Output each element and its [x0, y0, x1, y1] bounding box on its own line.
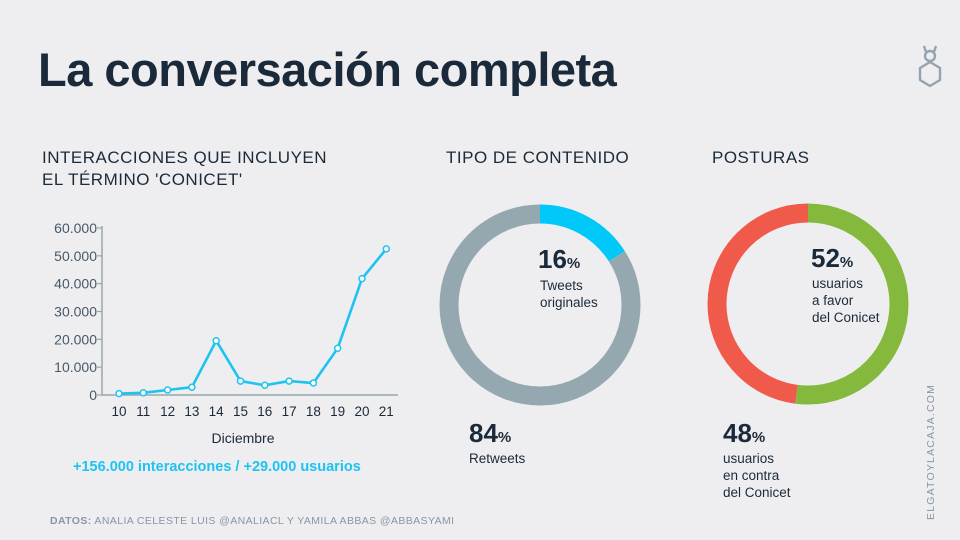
- retweets-value: 84: [469, 418, 498, 448]
- cat-box-icon: [918, 45, 942, 88]
- against-label-line2: en contra: [723, 468, 780, 483]
- favor-unit: %: [839, 254, 854, 271]
- interactions-series-line: [118, 248, 388, 395]
- interactions-section-title: INTERACCIONES QUE INCLUYEN EL TÉRMINO 'C…: [42, 147, 372, 191]
- favor-label-line1: usuarios: [812, 276, 864, 291]
- retweets-label-line1: Retweets: [469, 451, 526, 466]
- original-tweets-label: Tweets originales: [540, 277, 598, 311]
- content-type-donut: [439, 204, 641, 406]
- data-point: [212, 336, 220, 345]
- original-tweets-label-line1: Tweets: [540, 278, 583, 293]
- interactions-line-chart: 0 10.000 20.000 30.000 40.000 50.000 60.000 10 1…: [54, 220, 398, 446]
- x-tick-label: 19: [330, 404, 345, 419]
- against-label: usuarios en contra del Conicet: [723, 450, 791, 501]
- data-point: [358, 274, 366, 283]
- x-tick-label: 20: [354, 404, 369, 419]
- content-type-section-title: TIPO DE CONTENIDO: [446, 148, 630, 167]
- content-type-slice-1: [439, 204, 641, 406]
- y-tick-label: 20.000: [54, 331, 97, 347]
- y-tick-label: 30.000: [54, 304, 97, 320]
- x-tick-label: 13: [184, 404, 199, 419]
- x-tick-label: 12: [160, 404, 175, 419]
- x-tick-label: 11: [136, 404, 150, 419]
- favor-label-line3: del Conicet: [812, 310, 880, 325]
- favor-value: 52: [811, 243, 840, 273]
- favor-percent: 52%: [811, 243, 853, 274]
- retweets-unit: %: [497, 429, 512, 446]
- retweets-percent: 84%: [469, 418, 511, 449]
- x-tick-label: 18: [306, 404, 321, 419]
- against-percent: 48%: [723, 418, 765, 449]
- site-url: ELGATOYLACAJA.COM: [925, 383, 937, 520]
- data-point: [382, 245, 391, 253]
- stances-donut: [707, 203, 909, 405]
- retweets-label: Retweets: [469, 450, 525, 467]
- data-point: [309, 379, 318, 387]
- against-unit: %: [751, 429, 766, 446]
- x-tick-label: 21: [379, 404, 394, 419]
- data-point: [333, 344, 342, 352]
- x-tick-label: 16: [257, 404, 272, 419]
- against-value: 48: [723, 418, 752, 448]
- y-tick-label: 60.000: [54, 220, 97, 236]
- data-point: [285, 377, 293, 385]
- interactions-title-line1: INTERACCIONES QUE INCLUYEN: [42, 148, 328, 167]
- against-label-line1: usuarios: [723, 451, 775, 466]
- x-tick-label: 14: [209, 404, 225, 419]
- y-tick-label: 10.000: [54, 359, 97, 375]
- stances-section-title: POSTURAS: [712, 148, 810, 167]
- data-credits-text: ANALIA CELESTE LUIS @ANALIACL Y YAMILA A…: [91, 515, 455, 527]
- page-title: La conversación completa: [38, 43, 617, 96]
- data-point: [261, 381, 269, 390]
- original-tweets-value: 16: [538, 244, 567, 274]
- x-tick-label: 17: [282, 404, 297, 419]
- x-axis-label: Diciembre: [211, 430, 274, 446]
- data-point: [139, 389, 148, 397]
- original-tweets-percent: 16%: [538, 244, 580, 275]
- y-tick-label: 40.000: [54, 276, 97, 292]
- data-credits: DATOS: ANALIA CELESTE LUIS @ANALIACL Y Y…: [50, 515, 454, 527]
- data-point: [163, 386, 172, 394]
- y-tick-label: 0: [89, 387, 97, 403]
- data-point: [188, 383, 196, 391]
- data-credits-label: DATOS:: [50, 515, 92, 527]
- y-tick-label: 50.000: [54, 248, 97, 264]
- data-point: [236, 377, 245, 385]
- stances-slice-1: [707, 203, 909, 405]
- original-tweets-unit: %: [566, 255, 581, 272]
- original-tweets-label-line2: originales: [540, 295, 598, 310]
- favor-label: usuarios a favor del Conicet: [812, 275, 880, 326]
- x-tick-label: 10: [111, 404, 126, 419]
- favor-label-line2: a favor: [812, 293, 854, 308]
- interactions-title-line2: EL TÉRMINO 'CONICET': [42, 170, 243, 189]
- against-label-line3: del Conicet: [723, 485, 791, 500]
- summary-note: +156.000 interacciones / +29.000 usuario…: [73, 459, 361, 475]
- data-point: [115, 389, 123, 398]
- x-tick-label: 15: [233, 404, 248, 419]
